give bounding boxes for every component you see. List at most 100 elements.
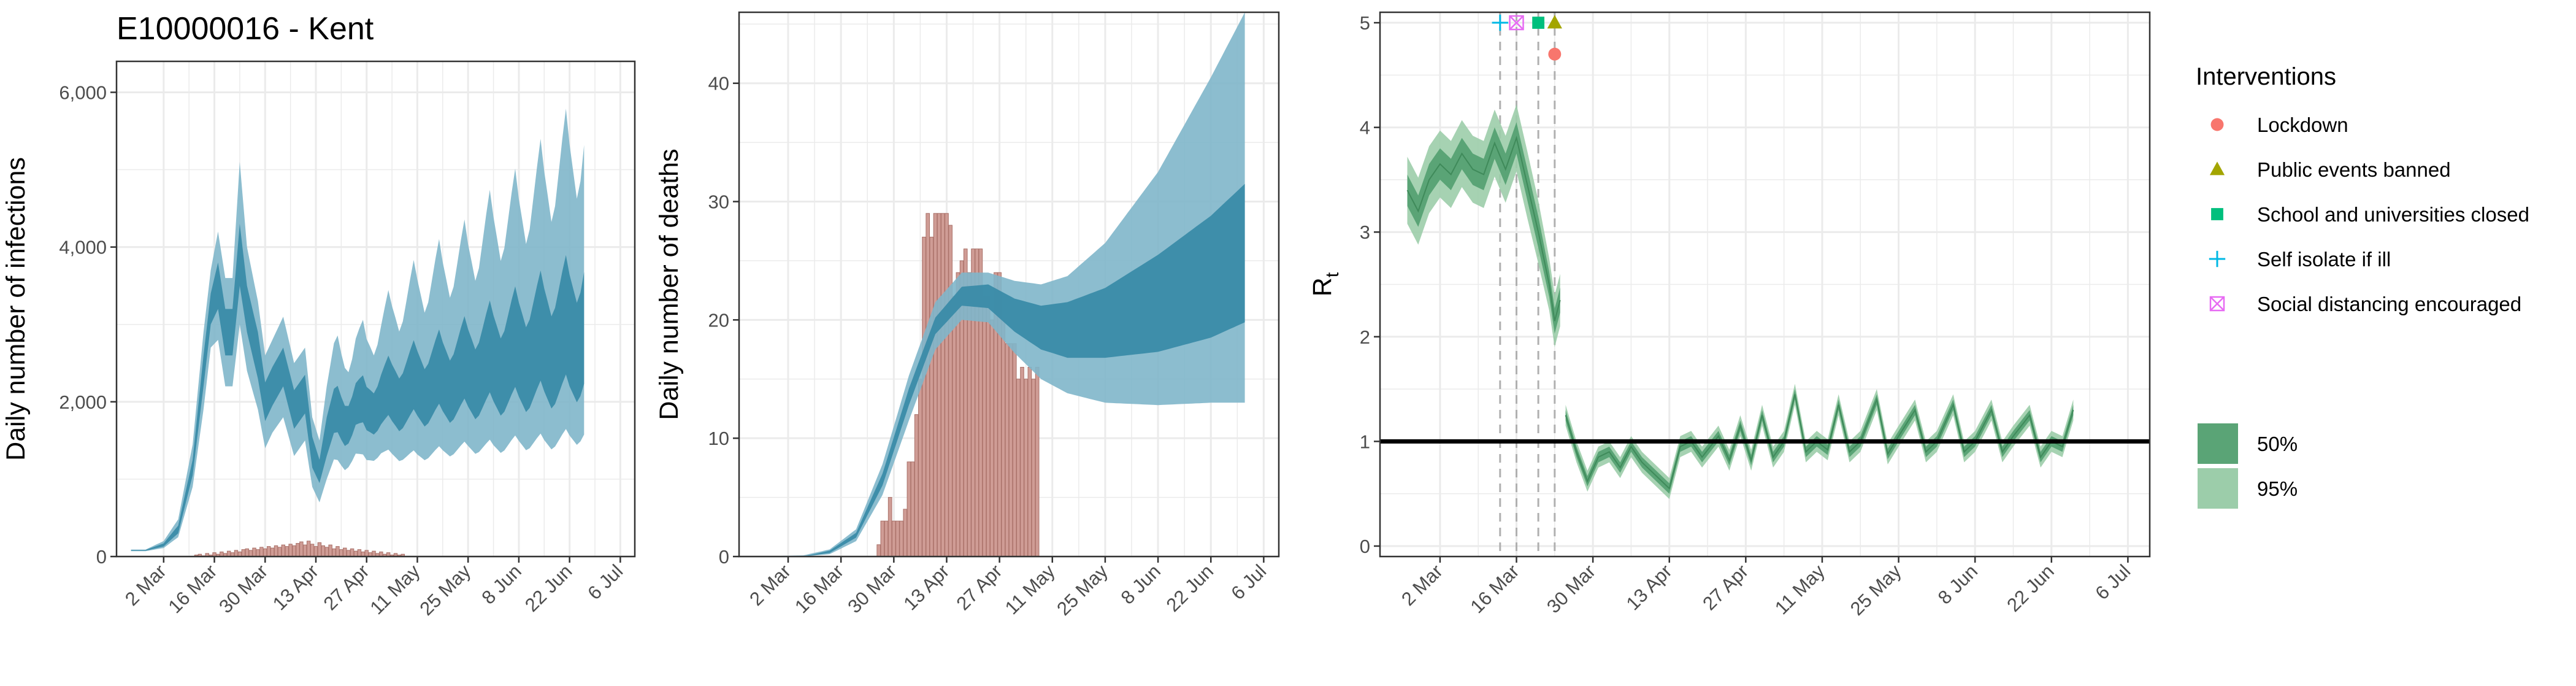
x-tick-label: 11 May <box>366 560 424 619</box>
observed-bar <box>357 549 362 557</box>
observed-bar <box>876 544 881 557</box>
y-axis-title: Rt <box>1308 272 1343 296</box>
y-tick-label: 0 <box>719 546 729 568</box>
observed-bar <box>1012 343 1017 557</box>
observed-bar <box>940 213 945 557</box>
legend-label: Public events banned <box>2257 158 2451 181</box>
legend: Interventions Lockdown Public events bann… <box>2196 63 2529 509</box>
legend-band-item: 50% <box>2198 423 2298 464</box>
x-tick-label: 16 Mar <box>1466 560 1523 617</box>
observed-bar <box>343 547 347 557</box>
plot-area <box>754 12 1245 557</box>
legend-label: Self isolate if ill <box>2257 248 2391 271</box>
legend-label: Social distancing encouraged <box>2257 293 2521 315</box>
observed-bar <box>1031 379 1036 557</box>
x-tick-label: 8 Jun <box>1117 560 1165 608</box>
observed-bar <box>1008 343 1013 557</box>
observed-bar <box>296 543 300 557</box>
observed-bar <box>982 296 987 557</box>
observed-bar <box>929 236 934 557</box>
y-tick-label: 3 <box>1360 222 1370 243</box>
boxx-d2 <box>1509 15 1524 30</box>
observed-bar <box>288 544 293 557</box>
y-tick-label: 5 <box>1360 12 1370 34</box>
y-tick-label: 10 <box>708 428 729 449</box>
observed-bar <box>241 549 246 557</box>
observed-bar <box>952 296 957 557</box>
observed-bar <box>259 547 264 557</box>
legend-band-label: 95% <box>2257 477 2298 500</box>
legend-item: Social distancing encouraged <box>2209 293 2521 315</box>
observed-bar <box>903 509 908 557</box>
grid <box>1380 12 2150 557</box>
panel-border <box>738 11 1280 558</box>
legend-label: Lockdown <box>2257 114 2348 136</box>
x-tick-label: 13 Apr <box>899 560 953 614</box>
x-tick-label: 27 Apr <box>952 560 1006 614</box>
rt-panel: 2 Mar 16 Mar 30 Mar 13 Apr 27 Apr 11 May 25 Ma… <box>1308 11 2151 620</box>
boxx-box <box>1509 15 1524 31</box>
legend-title: Interventions <box>2196 63 2336 90</box>
x-tick-label: 22 Jun <box>1162 560 1218 616</box>
x-tick-label: 13 Apr <box>269 560 323 614</box>
legend-item: Self isolate if ill <box>2209 248 2391 271</box>
observed-bar <box>303 544 307 557</box>
observed-bar <box>226 550 231 557</box>
observed-bar <box>386 552 391 557</box>
observed-bar <box>245 548 249 557</box>
y-tick-label: 2 <box>1360 326 1370 348</box>
observed-bar <box>910 461 915 557</box>
observed-bar <box>937 213 941 557</box>
y-axis-title: Daily number of infections <box>1 157 31 461</box>
x-tick-label: 11 May <box>1771 560 1829 619</box>
intervention-marker-triangle <box>1547 15 1562 29</box>
observed-bar <box>324 547 329 557</box>
observed-bar <box>234 550 239 557</box>
observed-bar <box>1001 319 1006 557</box>
y-tick-label: 20 <box>708 309 729 331</box>
observed-bar <box>914 414 919 557</box>
observed-bar <box>1024 379 1029 557</box>
observed-bar <box>248 550 253 557</box>
x-tick-label: 8 Jun <box>477 560 525 608</box>
legend-key-square <box>2211 208 2223 220</box>
ci50-band <box>131 223 585 551</box>
observed-bar <box>285 546 289 557</box>
observed-bar <box>350 548 355 557</box>
observed-bar <box>339 549 343 557</box>
legend-band-swatch <box>2198 423 2238 464</box>
x-tick-label: 22 Jun <box>521 560 577 616</box>
legend-key-circle <box>2210 118 2224 131</box>
legend-band-swatch <box>2198 468 2238 509</box>
x-tick-label: 2 Mar <box>121 560 171 610</box>
y-axis-title: Daily number of deaths <box>654 148 684 420</box>
x-tick-label: 22 Jun <box>2003 560 2058 616</box>
x-tick-label: 25 May <box>415 560 475 620</box>
y-axis-title-subscript: t <box>1322 272 1343 277</box>
x-tick-label: 30 Mar <box>843 560 900 617</box>
observed-bar <box>266 546 271 557</box>
boxx-d2 <box>2210 296 2225 311</box>
observed-bar <box>310 544 315 557</box>
rt-median-line <box>1565 394 2074 490</box>
x-tick-label: 27 Apr <box>1698 560 1752 614</box>
observed-bar <box>884 520 889 557</box>
observed-bar <box>263 548 267 557</box>
observed-bar <box>945 213 949 557</box>
intervention-markers <box>1492 14 1562 61</box>
observed-bar <box>986 296 991 557</box>
observed-bar <box>313 546 318 557</box>
boxx-box <box>2209 296 2225 312</box>
legend-item: Public events banned <box>2209 158 2451 181</box>
observed-bar <box>922 236 926 557</box>
observed-bar <box>372 550 376 557</box>
x-tick-label: 16 Mar <box>164 560 221 617</box>
observed-bar <box>880 520 885 557</box>
legend-band-label: 50% <box>2257 433 2298 455</box>
observed-bar <box>270 547 275 557</box>
y-tick-label: 0 <box>1360 536 1370 557</box>
observed-bar <box>252 547 256 557</box>
observed-bar <box>299 541 304 557</box>
observed-bar <box>328 544 332 557</box>
